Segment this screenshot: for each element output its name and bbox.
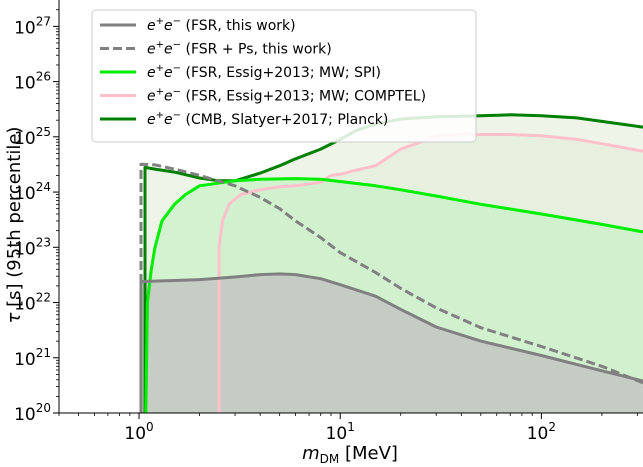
- series-lines: [139, 113, 643, 413]
- legend: e+e− (FSR, this work) e+e− (FSR + Ps, thi…: [91, 9, 477, 143]
- x-tick-label: 101: [326, 420, 355, 444]
- series-0-line: [139, 272, 643, 413]
- y-tick-label: 1024: [14, 180, 51, 204]
- fill-areas: [141, 114, 643, 413]
- y-tick-label: 1023: [14, 235, 51, 259]
- y-tick-label: 1027: [14, 14, 51, 38]
- y-tick-label: 1020: [14, 401, 51, 425]
- series-2-line: [144, 177, 643, 413]
- legend-label: e+e− (FSR, Essig+2013; MW; SPI): [147, 63, 381, 81]
- legend-label: e+e− (FSR + Ps, this work): [147, 40, 332, 58]
- series-3-line: [217, 133, 643, 413]
- x-tick-label: 100: [124, 420, 153, 444]
- x-axis-title: mDM [MeV]: [302, 443, 398, 466]
- x-tick-label: 102: [527, 420, 556, 444]
- legend-label: e+e− (FSR, Essig+2013; MW; COMPTEL): [147, 87, 426, 105]
- legend-label: e+e− (FSR, this work): [147, 16, 296, 34]
- y-tick-label: 1026: [14, 70, 51, 94]
- y-tick-label: 1021: [14, 346, 51, 370]
- axes: 100 101 102 1020 1021 1022 1023 1024 1025 1026 102…: [14, 0, 643, 444]
- series-4-line: [143, 113, 643, 413]
- y-axis-title: τ [s] (95th percentile): [4, 127, 25, 324]
- y-tick-label: 1022: [14, 291, 51, 315]
- y-tick-label: 1025: [14, 125, 51, 149]
- series-1-line: [139, 162, 643, 413]
- legend-box: [91, 9, 477, 143]
- series-0-fill: [141, 273, 643, 413]
- legend-label: e+e− (CMB, Slatyer+2017; Planck): [147, 110, 388, 128]
